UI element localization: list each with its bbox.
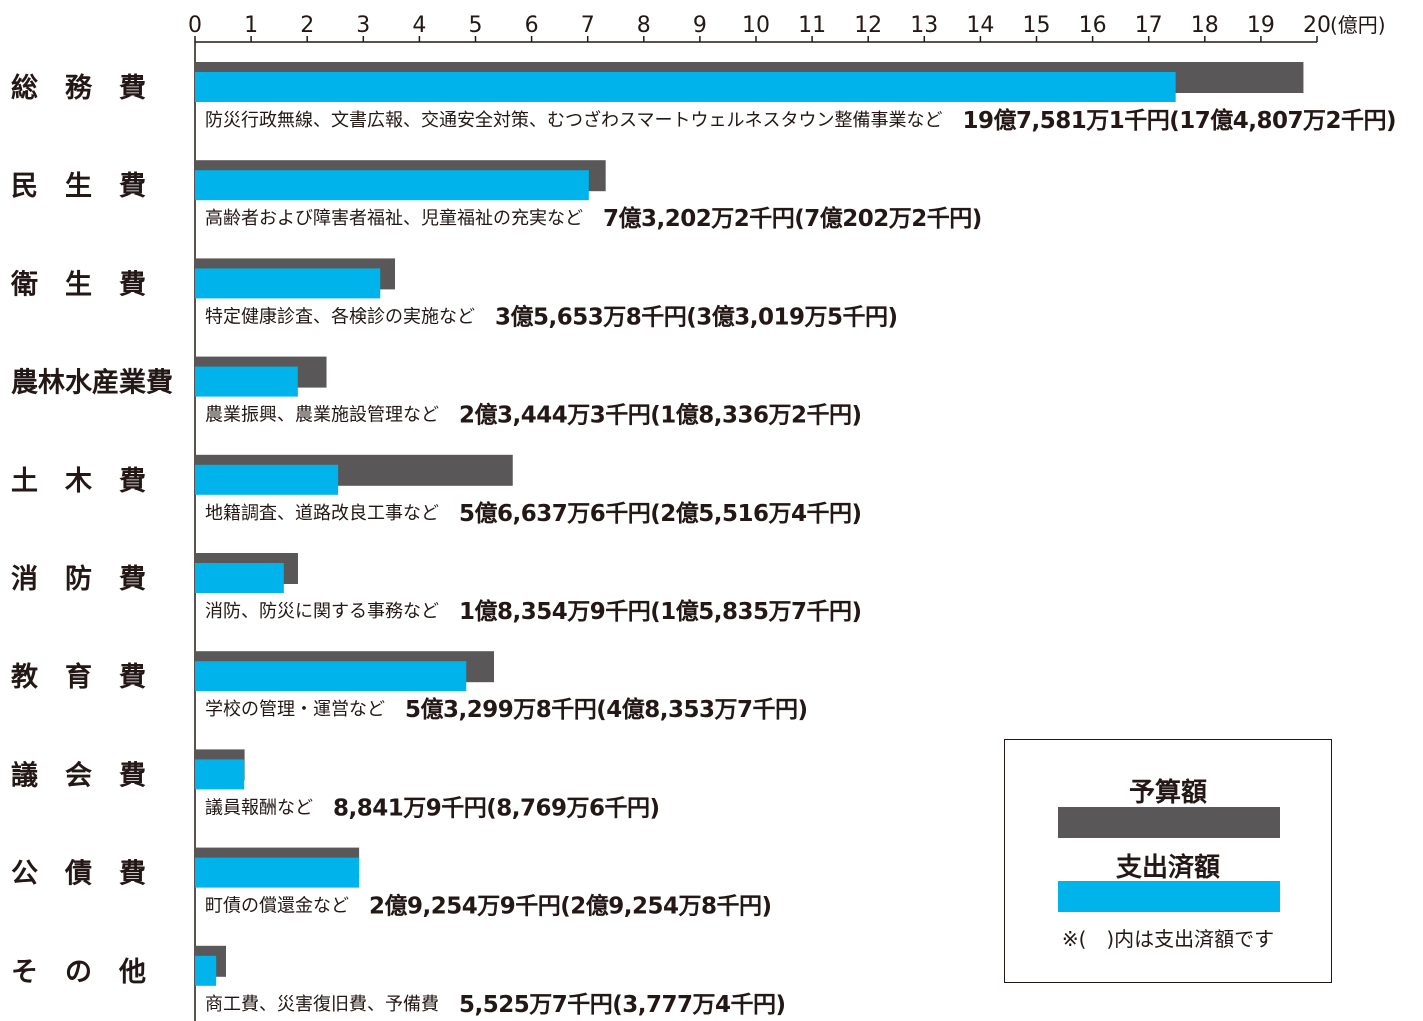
labels: 総 務 費防災行政無線、文書広報、交通安全対策、むつざわスマートウェルネスタウン… (10, 72, 1397, 1018)
x-tick-label: 9 (693, 13, 707, 38)
category-label: 衛 生 費 (10, 268, 146, 300)
bar-spent (195, 857, 360, 888)
category-label: そ の 他 (11, 957, 146, 988)
bar-spent (195, 72, 1176, 102)
category-description: 商工費、災害復旧費、予備費 (205, 994, 439, 1015)
category-amount: 2億9,254万9千円(2億9,254万8千円) (369, 893, 772, 920)
category-description: 町債の償還金など (205, 896, 349, 917)
category-amount: 5,525万7千円(3,777万4千円) (459, 992, 786, 1018)
category-amount: 5億6,637万6千円(2億5,516万4千円) (459, 500, 862, 527)
legend: 予算額 支出済額 ※( )内は支出済額です (1004, 739, 1332, 983)
category-amount: 1億8,354万9千円(1億5,835万7千円) (459, 598, 862, 625)
x-tick-label: 0 (188, 13, 202, 38)
category-amount: 5億3,299万8千円(4億8,353万7千円) (405, 696, 808, 723)
category-label: 消 防 費 (11, 564, 146, 595)
x-tick-label: 4 (412, 13, 426, 38)
category-amount: 8,841万9千円(8,769万6千円) (333, 795, 660, 821)
category-description: 地籍調査、道路改良工事など (205, 503, 439, 524)
x-axis: 0 1 2 3 4 5 6 7 8 9 10 11 12 13 14 15 16 17 18 19 20 (億円) (188, 13, 1386, 1021)
category-amount: 19億7,581万1千円(17億4,807万2千円) (962, 107, 1396, 134)
category-label: 農林水産業費 (11, 367, 173, 399)
x-axis-unit: (億円) (1330, 13, 1386, 37)
x-tick-label: 7 (581, 13, 595, 38)
x-tick-label: 10 (742, 13, 770, 38)
category-description: 学校の管理・運営など (205, 699, 385, 720)
category-label: 公 債 費 (11, 859, 146, 890)
x-tick-label: 5 (469, 13, 483, 38)
bar-spent (195, 268, 381, 299)
x-tick-label: 16 (1079, 13, 1107, 38)
bar-spent (195, 464, 339, 495)
bar-spent (195, 170, 589, 201)
category-label: 土 木 費 (11, 466, 146, 497)
x-tick-label: 1 (244, 13, 258, 38)
x-tick-label: 15 (1023, 13, 1051, 38)
x-tick-label: 13 (910, 13, 938, 38)
legend-note: ※( )内は支出済額です (1061, 927, 1275, 951)
category-description: 議員報酬など (205, 797, 313, 818)
x-tick-label: 12 (854, 13, 882, 38)
x-tick-label: 3 (356, 13, 370, 38)
legend-spent-swatch (1058, 881, 1280, 912)
x-tick-label: 17 (1135, 13, 1163, 38)
category-amount: 7億3,202万2千円(7億202万2千円) (603, 205, 982, 232)
category-description: 消防、防災に関する事務など (205, 601, 439, 622)
bar-spent (195, 563, 284, 593)
category-description: 特定健康診査、各検診の実施など (205, 306, 475, 327)
x-tick-label: 19 (1247, 13, 1275, 38)
category-label: 総 務 費 (11, 72, 146, 104)
category-description: 高齢者および障害者福祉、児童福祉の充実など (205, 208, 583, 229)
category-description: 防災行政無線、文書広報、交通安全対策、むつざわスマートウェルネスタウン整備事業な… (205, 109, 942, 131)
category-label: 民 生 費 (11, 171, 146, 202)
category-label: 教 育 費 (11, 661, 146, 693)
bar-spent (195, 955, 217, 986)
x-tick-label: 2 (300, 13, 314, 38)
legend-spent-label: 支出済額 (1115, 853, 1220, 883)
category-amount: 3億5,653万8千円(3億3,019万5千円) (495, 303, 898, 330)
bar-spent (195, 366, 298, 397)
category-amount: 2億3,444万3千円(1億8,336万2千円) (459, 402, 862, 429)
bar-spent (195, 759, 245, 790)
category-description: 農業振興、農業施設管理など (205, 405, 439, 426)
x-tick-label: 8 (637, 13, 651, 38)
bar-spent (195, 661, 467, 692)
x-tick-label: 18 (1191, 13, 1219, 38)
x-tick-label: 14 (966, 13, 994, 38)
x-tick-label: 20 (1303, 13, 1331, 38)
legend-budget-label: 予算額 (1128, 778, 1207, 808)
x-tick-label: 6 (525, 13, 539, 38)
category-label: 議 会 費 (11, 760, 146, 791)
legend-budget-swatch (1058, 807, 1280, 838)
bars (195, 62, 1304, 986)
x-tick-label: 11 (798, 13, 826, 38)
